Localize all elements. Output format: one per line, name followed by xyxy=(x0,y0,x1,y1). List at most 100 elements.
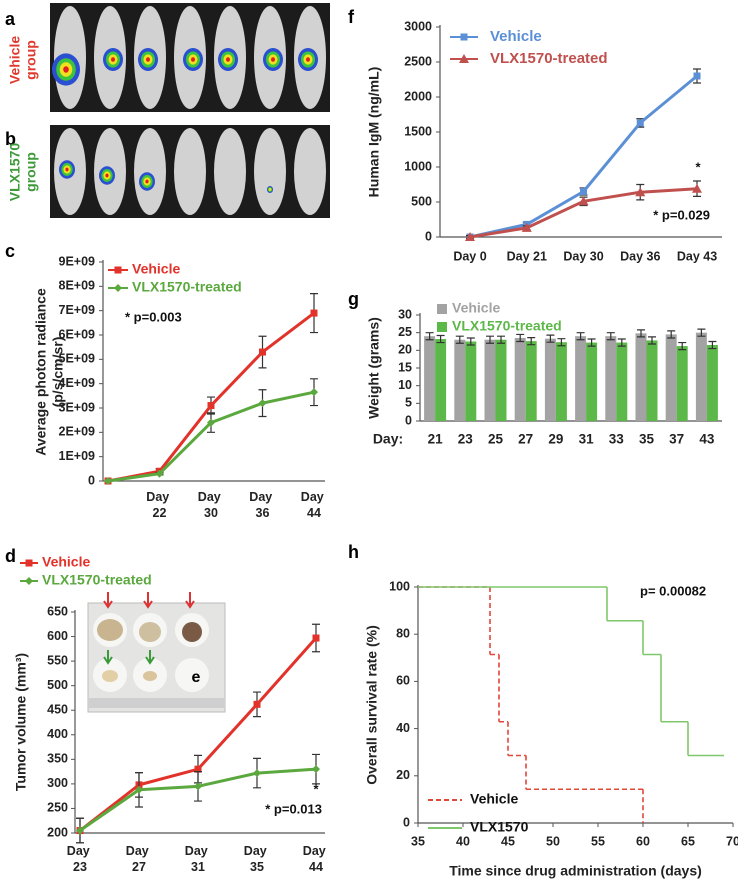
bar xyxy=(484,339,496,421)
y-tick-label: 4E+09 xyxy=(59,376,96,390)
annotation: * p=0.029 xyxy=(653,207,710,222)
marker xyxy=(194,782,202,791)
x-tick-label: 35 xyxy=(411,834,425,848)
bar xyxy=(575,336,587,421)
marker xyxy=(636,119,644,127)
legend-label: VLX1570-treated xyxy=(42,572,152,588)
legend-swatch xyxy=(437,322,447,332)
error-bar xyxy=(455,335,464,344)
tumor xyxy=(182,622,202,642)
error-bar xyxy=(527,337,536,346)
x-tick-label: 50 xyxy=(546,834,560,848)
x-tick-label: 25 xyxy=(488,432,504,447)
annotation: * p=0.003 xyxy=(125,309,182,324)
bar xyxy=(635,333,647,421)
x-tick-label: Day 21 xyxy=(507,249,547,263)
marker xyxy=(459,54,469,63)
x-tick-label: 21 xyxy=(428,432,444,447)
marker xyxy=(693,72,701,80)
marker xyxy=(104,477,112,485)
y-axis-title: Average photon radiance xyxy=(33,288,49,456)
legend-label: VLX1570-treated xyxy=(132,279,242,295)
error-bar xyxy=(486,335,494,344)
marker xyxy=(25,559,33,567)
group-label: group xyxy=(23,152,39,192)
bar xyxy=(424,336,436,421)
marker xyxy=(465,232,475,241)
error-bar xyxy=(697,328,706,337)
tumor xyxy=(143,671,157,681)
bar xyxy=(586,342,598,421)
x-tick-label: Day 44 xyxy=(303,844,329,874)
tumor xyxy=(102,670,118,682)
x-tick-label: 37 xyxy=(669,432,684,447)
legend-label: VLX1570-treated xyxy=(452,318,562,334)
mouse xyxy=(254,128,286,215)
legend-label: VLX1570-treated xyxy=(490,50,608,67)
y-tick-label: 2500 xyxy=(404,54,432,68)
panel-letter: f xyxy=(348,7,355,27)
x-tick-label: Day 31 xyxy=(185,844,211,874)
annotation: * xyxy=(695,159,701,174)
y-tick-label: 450 xyxy=(47,703,68,717)
marker xyxy=(135,785,143,794)
bar xyxy=(544,338,556,421)
legend-label: Vehicle xyxy=(452,300,500,316)
bar xyxy=(435,339,447,421)
group-label: VLX1570 xyxy=(7,143,23,202)
group-label: group xyxy=(23,40,39,80)
y-axis-title: Overall survival rate (%) xyxy=(364,625,380,785)
x-tick-label: 23 xyxy=(458,432,474,447)
x-tick-label: 35 xyxy=(639,432,655,447)
arrow xyxy=(103,592,195,609)
bar xyxy=(465,341,477,421)
x-tick-label: Day 23 xyxy=(67,844,93,874)
panel-letter: h xyxy=(348,542,359,562)
y-axis-title: Weight (grams) xyxy=(366,317,382,419)
legend-label: Vehicle xyxy=(470,791,518,807)
error-bar xyxy=(667,330,676,339)
mouse xyxy=(134,128,166,215)
y-tick-label: 400 xyxy=(47,727,68,741)
y-tick-label: 6E+09 xyxy=(59,327,96,341)
signal xyxy=(226,57,230,62)
x-tick-label: Day 36 xyxy=(620,249,660,263)
signal xyxy=(191,57,195,62)
annotation: p= 0.00082 xyxy=(640,583,706,598)
panel-letter: g xyxy=(348,289,359,309)
y-tick-label: 0 xyxy=(88,473,95,487)
error-bar xyxy=(576,332,585,341)
x-tick-label: Day 35 xyxy=(244,844,270,874)
group-label: Vehicle xyxy=(7,36,23,84)
bar xyxy=(665,334,677,421)
error-bar xyxy=(708,340,717,350)
x-tick-label: 43 xyxy=(699,432,715,447)
signal xyxy=(268,187,272,192)
bar xyxy=(616,342,628,421)
y-tick-label: 3E+09 xyxy=(59,400,96,414)
marker xyxy=(580,188,587,195)
error-bar xyxy=(546,334,555,343)
x-tick-label: 55 xyxy=(591,834,605,848)
signal xyxy=(111,57,115,62)
error-bar xyxy=(648,336,656,345)
y-tick-label: 7E+09 xyxy=(59,303,96,317)
marker xyxy=(521,222,532,232)
y-tick-label: 15 xyxy=(398,360,412,374)
legend-swatch xyxy=(437,304,447,314)
y-tick-label: 600 xyxy=(47,629,68,643)
marker xyxy=(114,284,122,292)
x-tick-label: Day 36 xyxy=(249,490,275,520)
bar xyxy=(605,336,617,421)
y-tick-label: 20 xyxy=(398,343,412,357)
y-tick-label: 1E+09 xyxy=(59,449,96,463)
bar xyxy=(525,341,537,421)
bar xyxy=(555,342,567,421)
y-axis-title: (p/s/cm/sr) xyxy=(50,337,66,408)
panel-letter: b xyxy=(5,129,16,149)
arrow xyxy=(103,650,155,665)
marker xyxy=(253,769,261,778)
y-tick-label: 2000 xyxy=(404,89,432,103)
x-tick-label: Day 27 xyxy=(126,844,152,874)
